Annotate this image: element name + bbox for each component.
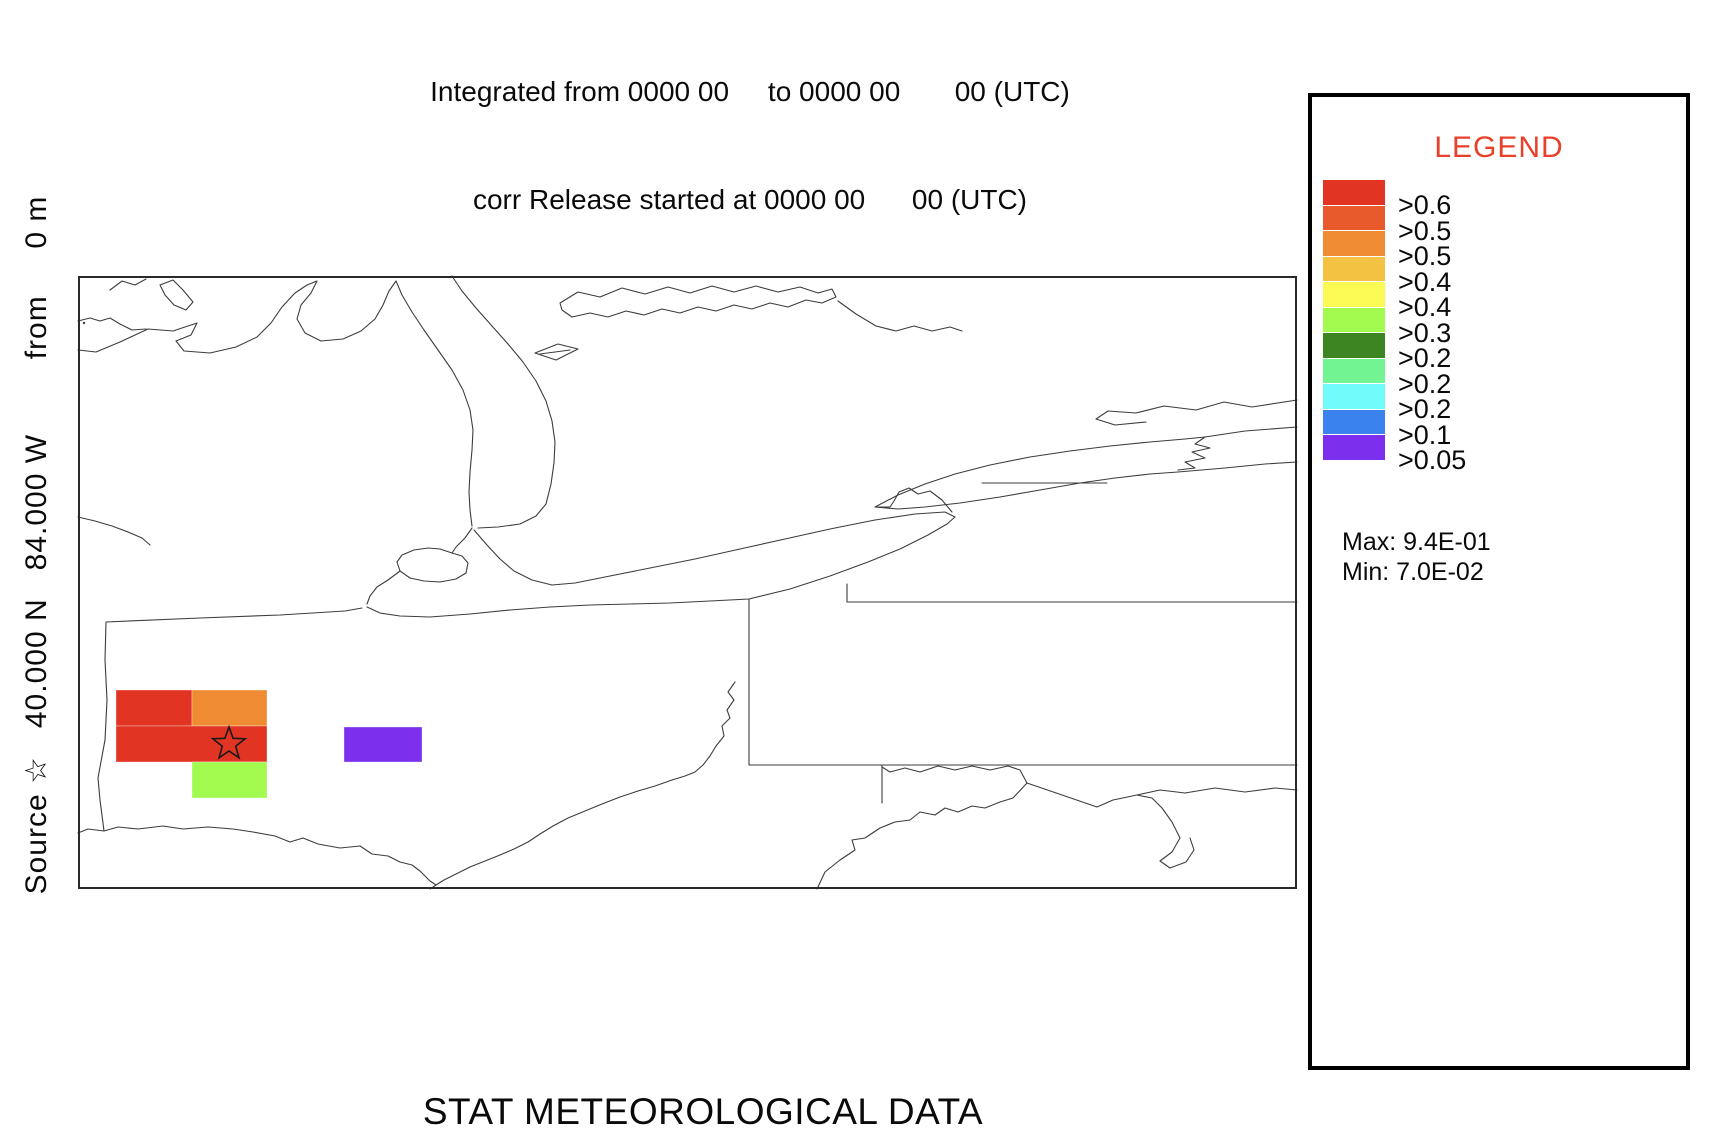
legend-label: >0.2	[1398, 368, 1452, 399]
legend-swatch	[1323, 358, 1385, 383]
legend-swatch	[1323, 384, 1385, 409]
coastline	[874, 436, 1211, 508]
river	[881, 765, 1298, 808]
legend-label: >0.4	[1398, 292, 1452, 322]
coastline	[366, 516, 956, 618]
river	[77, 516, 151, 546]
state-border	[97, 621, 108, 832]
concentration-cell	[115, 725, 268, 763]
coastline	[473, 511, 956, 586]
legend-swatch	[1323, 333, 1385, 358]
legend-swatch	[1323, 435, 1385, 460]
legend-label: >0.1	[1398, 419, 1452, 450]
legend-label: >0.4	[1398, 266, 1452, 297]
lake-outline	[539, 349, 571, 355]
map-area	[77, 275, 1298, 890]
legend-swatch	[1323, 256, 1385, 281]
legend-title: LEGEND	[1434, 131, 1564, 164]
legend-min: Min: 7.0E-02	[1342, 558, 1484, 586]
legend-swatch	[1323, 409, 1385, 434]
river	[1136, 794, 1195, 869]
coastline	[159, 279, 194, 311]
coastline	[559, 285, 837, 318]
source-star-marker	[210, 724, 248, 760]
river	[451, 527, 473, 554]
coastline	[1177, 461, 1298, 473]
lake-outline	[396, 547, 469, 583]
legend-box: LEGEND >0.6 >0.5 >0.5 >0.4 >0.4 >0.3 >0.2 >0.2 >…	[1308, 93, 1690, 1070]
coastline	[1204, 426, 1298, 438]
lake-outline	[534, 343, 579, 361]
legend-swatch	[1323, 231, 1385, 256]
source-axis-label: Source ☆ 40.000 N 84.000 W from 0 m	[20, 195, 53, 895]
coastline	[109, 278, 147, 291]
legend-label: >0.2	[1398, 343, 1452, 373]
legend-swatch	[1323, 180, 1385, 205]
map-frame	[78, 276, 1297, 889]
legend-label: >0.5	[1398, 215, 1452, 246]
state-border	[105, 607, 363, 623]
river	[429, 681, 736, 890]
concentration-cell	[191, 689, 268, 727]
bottom-title: STAT METEOROLOGICAL DATA	[422, 1091, 984, 1132]
coastline	[837, 300, 963, 332]
legend-label: >0.2	[1398, 394, 1452, 424]
river	[876, 487, 953, 513]
map-dot	[82, 321, 86, 325]
concentration-cell	[115, 689, 193, 727]
river	[77, 825, 437, 886]
legend-label: >0.5	[1398, 241, 1452, 271]
legend-label: >0.05	[1398, 445, 1467, 475]
map-canvas	[77, 275, 1298, 890]
coastlines-and-borders	[77, 275, 1298, 890]
concentration-cell	[191, 761, 268, 799]
coastline	[77, 317, 147, 331]
title-line1: Integrated from 0000 00 to 0000 00 00 (U…	[430, 76, 1070, 107]
concentration-cell	[343, 726, 423, 763]
coastline	[77, 280, 474, 527]
coastline	[451, 275, 556, 529]
legend-label: >0.6	[1398, 190, 1452, 220]
coastline	[1095, 399, 1298, 426]
legend-swatch	[1323, 282, 1385, 307]
coastline	[874, 471, 1179, 510]
river	[366, 570, 401, 605]
river	[816, 782, 1028, 890]
legend-swatch	[1323, 307, 1385, 332]
legend-label: >0.3	[1398, 317, 1452, 348]
title-line2: corr Release started at 0000 00 00 (UTC)	[472, 184, 1028, 215]
title-block: Integrated from 0000 00 to 0000 00 00 (U…	[80, 2, 1420, 290]
legend-max: Max: 9.4E-01	[1342, 528, 1491, 556]
legend-maxmin: Max: 9.4E-01 Min: 7.0E-02	[1342, 527, 1491, 587]
legend-swatch	[1323, 205, 1385, 230]
